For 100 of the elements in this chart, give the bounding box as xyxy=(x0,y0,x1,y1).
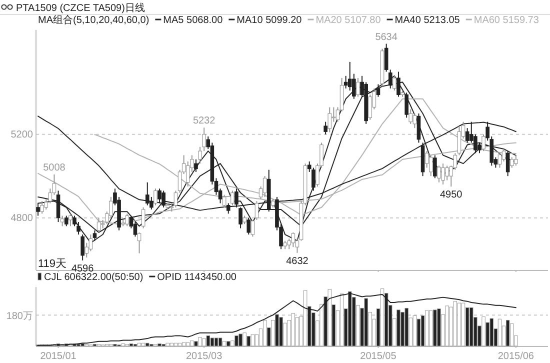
candlestick xyxy=(234,188,238,208)
bar xyxy=(457,302,462,346)
candlestick xyxy=(344,75,348,89)
bar xyxy=(218,338,222,346)
bar xyxy=(206,335,210,346)
candlestick xyxy=(506,150,510,177)
annotation: 4950 xyxy=(440,190,463,201)
bar xyxy=(328,289,332,346)
bar xyxy=(510,323,514,346)
bar xyxy=(291,313,296,346)
candlestick xyxy=(145,182,150,206)
legend-title: MA组合(5,10,20,40,60,0) xyxy=(38,14,150,26)
candlestick xyxy=(514,154,518,166)
candlestick xyxy=(428,154,433,177)
legend-label: MA40 5213.05 xyxy=(394,15,460,26)
bar xyxy=(137,342,142,346)
bar xyxy=(246,336,250,346)
x-tick-label: 2015/01 xyxy=(40,351,77,362)
bar xyxy=(129,343,134,346)
candlestick xyxy=(230,190,234,206)
candlestick xyxy=(324,121,328,135)
candlestick xyxy=(76,222,80,236)
candlestick xyxy=(88,234,93,252)
annotation: 5008 xyxy=(43,162,66,174)
bar xyxy=(461,302,466,346)
candlestick xyxy=(412,112,417,129)
candlestick xyxy=(40,200,44,214)
candlestick xyxy=(433,154,437,179)
x-tick-label: 2015/05 xyxy=(360,351,397,362)
candlestick xyxy=(356,78,360,98)
bar xyxy=(498,318,502,346)
bar xyxy=(242,332,246,346)
bar xyxy=(396,310,400,346)
candlestick xyxy=(162,190,166,208)
candlestick xyxy=(158,188,162,204)
bar xyxy=(190,340,194,346)
legend-label: OPID 1143450.00 xyxy=(157,272,237,283)
candlestick xyxy=(137,232,142,254)
bar xyxy=(416,318,421,346)
candlestick xyxy=(408,108,413,124)
candlestick xyxy=(125,213,130,227)
candlestick xyxy=(254,200,259,220)
bar xyxy=(482,316,486,346)
bar xyxy=(141,342,146,346)
legend-label: CJL 606322.00(50:50) xyxy=(44,272,144,283)
y-tick-label: 4800 xyxy=(10,213,34,224)
candlestick xyxy=(154,188,158,206)
legend-label: MA20 5107.80 xyxy=(316,15,382,26)
bar xyxy=(202,338,206,346)
bar xyxy=(470,307,474,346)
candlestick xyxy=(416,112,421,144)
candlestick xyxy=(96,217,101,233)
candlestick xyxy=(510,156,514,168)
bar xyxy=(238,334,242,346)
bar xyxy=(424,310,429,346)
ref-line-label: 180万 xyxy=(6,311,33,322)
candlestick xyxy=(68,213,72,227)
bar xyxy=(303,290,308,346)
bar xyxy=(186,342,190,346)
bar xyxy=(453,301,458,346)
bar xyxy=(234,335,238,346)
bar xyxy=(222,341,226,346)
bar xyxy=(340,294,344,346)
bar xyxy=(412,315,417,346)
candlestick xyxy=(60,215,64,227)
candlestick xyxy=(457,126,462,156)
candlestick xyxy=(445,165,449,181)
candlestick xyxy=(498,152,502,168)
bar xyxy=(279,317,283,346)
legend-label: MA10 5099.20 xyxy=(236,15,302,26)
chart-title: PTA1509 (CZCE TA509)日线 xyxy=(16,2,145,14)
candlestick xyxy=(502,148,506,162)
bar xyxy=(380,288,384,346)
bar xyxy=(226,341,230,346)
annotation: 5232 xyxy=(192,116,216,127)
bar xyxy=(170,342,174,346)
bar xyxy=(121,343,125,346)
bar xyxy=(262,320,267,346)
legend-label: MA5 5068.00 xyxy=(163,15,224,26)
bar xyxy=(210,338,214,346)
bar xyxy=(182,342,186,346)
bar xyxy=(295,317,300,346)
candlestick xyxy=(404,92,408,118)
candlestick xyxy=(392,75,396,92)
bar xyxy=(166,342,170,346)
y-tick-label: 5200 xyxy=(10,130,34,141)
candlestick xyxy=(222,194,226,208)
bar xyxy=(146,342,150,346)
candlestick xyxy=(194,158,198,172)
bar xyxy=(214,338,218,346)
bar xyxy=(404,308,408,346)
candlestick xyxy=(246,217,251,236)
candlestick xyxy=(262,176,267,198)
bar xyxy=(429,310,433,346)
candlestick xyxy=(64,215,68,227)
legend-label: MA60 5159.73 xyxy=(474,15,540,26)
bar xyxy=(174,342,178,346)
bar xyxy=(198,337,202,346)
candlestick xyxy=(141,206,146,229)
bar xyxy=(433,310,437,346)
